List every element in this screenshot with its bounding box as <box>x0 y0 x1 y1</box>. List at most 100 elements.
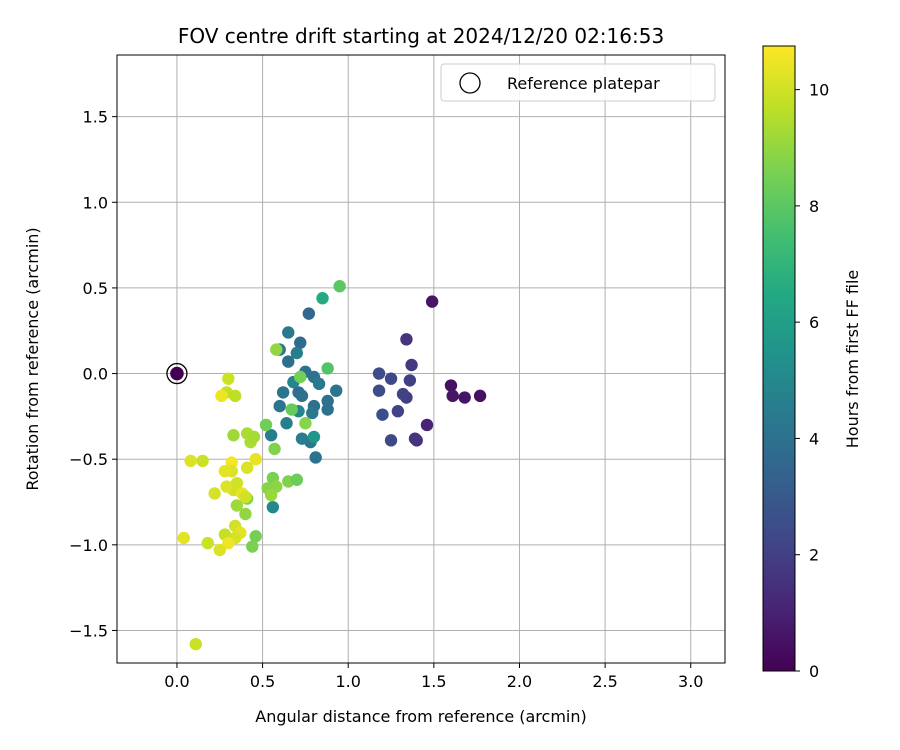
data-point <box>400 333 413 346</box>
data-point <box>280 417 293 430</box>
data-point <box>220 480 233 493</box>
data-point <box>276 386 290 399</box>
x-tick-label: 2.0 <box>507 672 532 691</box>
colorbar-tick-label: 0 <box>809 662 819 681</box>
y-axis-label: Rotation from reference (arcmin) <box>23 227 42 490</box>
legend: Reference platepar <box>440 63 716 102</box>
y-tick-label: −0.5 <box>69 450 108 469</box>
data-point <box>249 530 262 543</box>
colorbar-gradient <box>763 46 795 671</box>
data-point <box>259 418 273 432</box>
data-point <box>239 507 252 521</box>
y-tick-label: 1.5 <box>83 108 108 127</box>
x-tick-label: 2.5 <box>592 672 617 691</box>
y-tick-label: −1.0 <box>69 536 108 555</box>
data-point <box>270 343 283 356</box>
reference-point <box>170 366 184 381</box>
data-point <box>425 295 439 308</box>
data-point <box>230 499 244 512</box>
data-point <box>273 399 286 413</box>
data-point <box>213 543 226 557</box>
data-point <box>295 432 309 445</box>
data-point <box>201 536 214 550</box>
data-point <box>295 389 309 403</box>
data-point <box>396 387 410 401</box>
data-point <box>372 384 386 397</box>
data-point <box>285 403 298 416</box>
data-point <box>312 377 326 391</box>
data-point <box>282 326 295 339</box>
data-point <box>228 389 242 403</box>
data-point <box>222 372 235 385</box>
colorbar-ticks: 0 2 4 6 8 10 <box>795 81 829 681</box>
data-point <box>408 432 422 445</box>
data-point <box>473 389 487 403</box>
data-point <box>247 430 261 444</box>
reference-ring <box>166 362 188 385</box>
y-axis-ticks: −1.5 −1.0 −0.5 0.0 0.5 1.0 1.5 <box>69 108 117 640</box>
reference-platepar-marker <box>166 362 188 385</box>
chart-title: FOV centre drift starting at 2024/12/20 … <box>178 24 664 48</box>
data-point <box>458 391 471 404</box>
colorbar-tick-label: 8 <box>809 197 819 216</box>
data-point <box>264 429 278 442</box>
data-point <box>306 406 319 420</box>
data-point <box>321 362 334 375</box>
data-points <box>177 280 487 651</box>
data-point <box>321 403 334 416</box>
legend-entry-reference-platepar: Reference platepar <box>507 74 660 93</box>
x-tick-label: 0.0 <box>164 672 189 691</box>
data-point <box>321 394 334 408</box>
data-point <box>376 408 389 421</box>
colorbar: 0 2 4 6 8 10 Hours from first FF file <box>762 45 862 681</box>
colorbar-tick-label: 4 <box>809 429 819 448</box>
y-tick-label: 0.5 <box>83 279 108 298</box>
data-point <box>420 418 434 432</box>
data-point <box>403 374 417 387</box>
grid-lines <box>117 55 725 663</box>
data-point <box>215 389 228 403</box>
data-point <box>246 540 259 553</box>
x-tick-label: 3.0 <box>678 672 703 691</box>
data-point <box>384 434 398 447</box>
data-point <box>208 487 221 500</box>
data-point <box>446 389 459 403</box>
data-point <box>299 417 312 430</box>
data-point <box>239 490 252 504</box>
data-point <box>384 372 398 385</box>
x-tick-label: 0.5 <box>250 672 275 691</box>
data-point <box>290 346 304 360</box>
data-point <box>302 307 316 320</box>
data-point <box>266 500 280 514</box>
data-point <box>372 367 386 380</box>
legend-reference-symbol <box>459 72 481 94</box>
data-point <box>294 370 307 384</box>
plot-frame <box>116 54 726 664</box>
data-point <box>330 384 343 397</box>
data-point <box>196 454 209 468</box>
y-tick-label: −1.5 <box>69 621 108 640</box>
data-point <box>282 355 295 368</box>
colorbar-tick-label: 10 <box>809 81 829 100</box>
data-point <box>316 292 329 305</box>
data-point <box>177 531 190 545</box>
x-tick-label: 1.0 <box>335 672 360 691</box>
data-point <box>294 336 307 349</box>
data-point <box>290 473 304 486</box>
data-point <box>309 451 322 464</box>
colorbar-tick-label: 2 <box>809 546 819 565</box>
data-point <box>227 429 240 442</box>
y-tick-label: 0.0 <box>83 365 108 384</box>
x-axis-label: Angular distance from reference (arcmin) <box>255 707 586 726</box>
colorbar-tick-label: 6 <box>809 313 819 332</box>
data-point <box>184 454 197 468</box>
data-point <box>189 637 202 651</box>
data-point <box>222 536 235 550</box>
data-point <box>444 379 458 392</box>
data-point <box>307 430 321 444</box>
x-tick-label: 1.5 <box>421 672 446 691</box>
data-point <box>333 280 346 293</box>
colorbar-frame <box>762 45 796 672</box>
x-axis-ticks: 0.0 0.5 1.0 1.5 2.0 2.5 3.0 <box>164 663 703 691</box>
